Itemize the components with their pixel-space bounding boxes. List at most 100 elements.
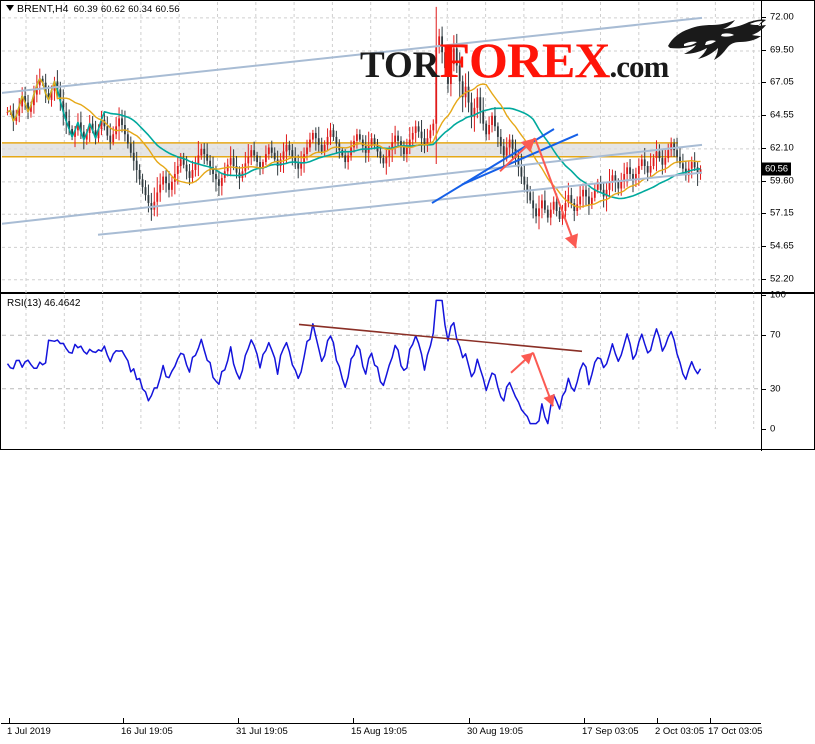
candle-body <box>250 150 253 157</box>
candle-body <box>543 200 546 210</box>
candle-body <box>667 150 670 159</box>
candle-body <box>535 208 537 217</box>
rsi-label: RSI(13) 46.4642 <box>7 298 81 309</box>
triangle-down-icon[interactable] <box>6 5 14 12</box>
projection-up-arrow <box>499 137 536 173</box>
candle-body <box>21 95 24 107</box>
candle-body <box>24 95 26 103</box>
price-axis-tick <box>762 278 766 280</box>
candle-body <box>435 46 438 124</box>
candle-body <box>499 136 502 147</box>
candle-body <box>309 139 311 148</box>
candle-body <box>270 147 273 153</box>
rsi-axis-tick <box>762 429 766 430</box>
candle-body <box>203 148 206 155</box>
candle-body <box>529 192 532 201</box>
rsi-axis-tick <box>762 335 766 337</box>
price-axis-tick <box>762 82 766 84</box>
price-axis[interactable]: 72.00 69.50 67.05 64.55 62.10 59.60 57.15 54.65… <box>761 1 815 294</box>
candle-body <box>494 115 496 127</box>
candle-body <box>505 147 508 156</box>
arrow-head <box>543 393 555 407</box>
candle-body <box>570 195 573 204</box>
candle-body <box>358 134 361 140</box>
candle-body <box>655 151 658 159</box>
candle-body <box>32 94 35 106</box>
rsi-indicator-panel[interactable]: RSI(13) 46.4642 100 70 30 0 1 Jul 2019 16 Ju… <box>0 290 815 737</box>
candle-body <box>300 162 303 169</box>
candle-body <box>74 130 76 137</box>
candle-body <box>676 150 678 157</box>
candle-body <box>220 177 223 186</box>
candle-body <box>30 105 32 112</box>
candle-body <box>356 134 358 141</box>
candle-body <box>385 156 388 164</box>
candle-body <box>144 187 147 196</box>
time-axis[interactable]: 1 Jul 2019 16 Jul 19:05 31 Jul 19:05 15 Aug… <box>1 718 762 744</box>
candle-body <box>18 106 21 116</box>
candle-body <box>259 162 261 169</box>
candle-body <box>206 154 209 161</box>
candle-body <box>341 150 344 156</box>
candle-body <box>100 119 103 129</box>
candlestick-series <box>6 6 702 230</box>
candle-body <box>558 210 561 219</box>
candle-body <box>165 176 167 184</box>
projection-down-arrow <box>534 137 579 249</box>
candle-body <box>103 119 106 127</box>
time-axis-tick <box>9 718 10 723</box>
candle-body <box>323 144 326 152</box>
candle-body <box>282 151 285 160</box>
price-axis-tick <box>762 115 766 117</box>
candle-body <box>673 143 676 151</box>
candle-body <box>579 196 582 205</box>
arrow-head <box>564 233 579 249</box>
candle-body <box>235 166 238 173</box>
candle-body <box>179 159 182 167</box>
candle-body <box>608 181 611 190</box>
candle-body <box>652 158 655 167</box>
candle-body <box>391 142 394 151</box>
rsi-axis-label: 0 <box>770 423 776 435</box>
candle-body <box>658 151 661 159</box>
rsi-plot-area[interactable] <box>2 295 760 429</box>
candle-body <box>253 150 256 156</box>
candle-body <box>162 176 165 185</box>
candle-body <box>12 110 15 122</box>
logo-com: .com <box>609 49 670 84</box>
close-value: 60.56 <box>155 4 180 15</box>
candle-body <box>429 130 432 139</box>
candle-body <box>50 90 53 100</box>
candle-body <box>112 134 115 143</box>
candle-body <box>690 162 693 169</box>
time-axis-label: 2 Oct 03:05 <box>655 726 705 737</box>
candle-body <box>670 143 673 151</box>
candle-body <box>294 156 297 164</box>
candle-body <box>215 173 217 180</box>
price-axis-label: 59.60 <box>770 175 794 187</box>
rsi-axis[interactable]: 100 70 30 0 <box>761 290 815 451</box>
candle-body <box>635 173 637 181</box>
candle-body <box>400 140 402 148</box>
candle-body <box>71 128 73 137</box>
candle-body <box>132 152 135 161</box>
candle-body <box>209 160 212 168</box>
candle-body <box>138 169 141 180</box>
candle-body <box>538 208 540 217</box>
price-plot-area[interactable] <box>2 2 760 293</box>
chart-header: BRENT,H4 60.39 60.62 60.34 60.56 <box>6 3 183 15</box>
channel-lower-light <box>2 143 703 225</box>
candle-body <box>408 139 411 148</box>
candle-body <box>444 52 446 69</box>
rsi-up-arrow <box>510 351 534 374</box>
candle-body <box>320 144 323 152</box>
price-axis-tick <box>762 246 766 248</box>
candle-body <box>541 200 543 209</box>
price-chart-panel[interactable]: BRENT,H4 60.39 60.62 60.34 60.56 72.00 69.50 6… <box>0 0 815 294</box>
candle-body <box>173 173 176 182</box>
candle-body <box>461 81 464 98</box>
candle-body <box>79 122 82 132</box>
candle-body <box>370 138 373 147</box>
time-axis-tick <box>710 718 711 723</box>
candle-body <box>532 200 535 209</box>
